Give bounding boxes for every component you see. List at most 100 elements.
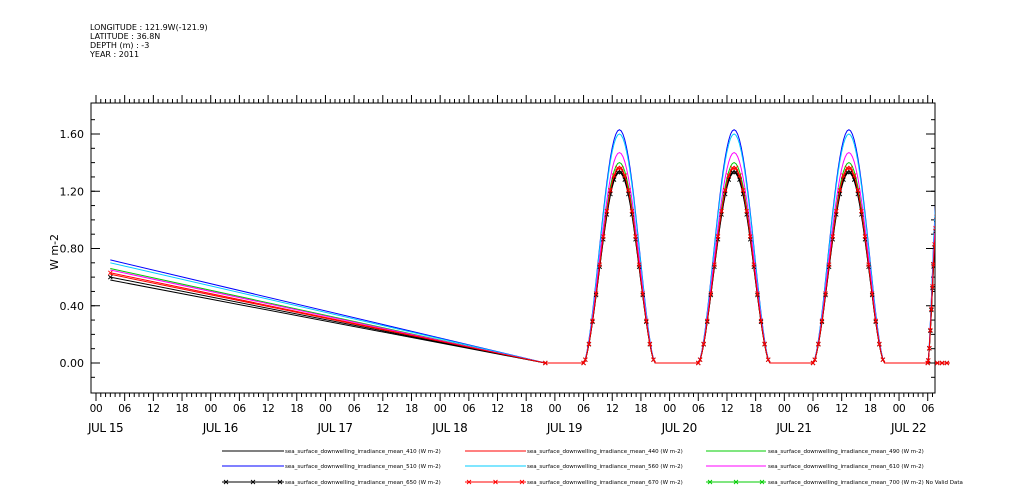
series-marker [108, 274, 113, 280]
series-marker [939, 226, 943, 230]
x-tick-label: 06 [921, 403, 934, 415]
series-marker [926, 345, 932, 351]
series-marker [930, 284, 935, 289]
series-marker [943, 308, 947, 312]
series-marker [701, 341, 706, 347]
x-tick-label: 18 [405, 403, 418, 415]
series-marker [932, 242, 935, 247]
series-marker [737, 173, 742, 178]
x-tick-label: 06 [233, 403, 246, 415]
latitude-label: LATITUDE : 36.8N [90, 32, 160, 41]
series-marker [581, 360, 586, 366]
series-marker [934, 360, 940, 366]
legend-label: sea_surface_downwelling_irradiance_mean_… [768, 449, 924, 455]
x-tick-label: 06 [348, 403, 361, 415]
series-marker [819, 318, 825, 324]
series-marker [640, 291, 646, 296]
x-day-label: JUL 15 [87, 421, 123, 435]
series-line [110, 133, 935, 364]
x-tick-label: 12 [262, 403, 275, 415]
x-tick-label: 00 [434, 403, 447, 415]
series-marker [880, 357, 886, 362]
series-marker [740, 187, 746, 193]
series-marker [730, 165, 735, 171]
series-marker [715, 234, 721, 239]
y-tick-label: 1.60 [60, 128, 85, 141]
legend-marker [250, 479, 256, 485]
x-day-label: JUL 16 [202, 421, 238, 435]
y-tick-label: 0.40 [60, 300, 85, 313]
series-marker [859, 208, 864, 214]
series-marker [810, 360, 816, 366]
series-marker [816, 341, 821, 347]
legend-marker [493, 479, 498, 485]
legend-label: sea_surface_downwelling_irradiance_mean_… [285, 449, 441, 455]
series-marker [604, 208, 610, 214]
series-marker [939, 229, 943, 233]
series-marker [708, 291, 714, 296]
series-marker [936, 212, 940, 216]
x-tick-label: 00 [893, 403, 906, 415]
series-marker [726, 173, 732, 178]
x-day-label: JUL 19 [546, 421, 582, 435]
series-marker [925, 358, 931, 363]
series-marker [611, 173, 617, 178]
series-marker [823, 291, 828, 296]
series-marker [747, 234, 753, 239]
series-marker [597, 262, 603, 268]
chart-legend: sea_surface_downwelling_irradiance_mean_… [222, 449, 963, 486]
series-marker [942, 286, 946, 290]
series-marker [877, 341, 882, 347]
series-marker [636, 262, 642, 268]
x-tick-label: 12 [721, 403, 734, 415]
series-marker [844, 165, 850, 171]
x-tick-label: 06 [462, 403, 475, 415]
x-tick-label: 00 [548, 403, 561, 415]
series-marker [695, 360, 701, 366]
series-marker [937, 212, 941, 216]
series-marker [629, 208, 635, 214]
x-tick-label: 12 [147, 403, 160, 415]
series-marker [626, 187, 631, 193]
series-marker [945, 346, 949, 350]
x-day-label: JUL 22 [890, 421, 926, 435]
series-marker [593, 291, 599, 296]
series-line [110, 152, 935, 364]
x-day-label: JUL 18 [431, 421, 467, 435]
series-marker [940, 242, 944, 246]
series-marker [936, 209, 940, 213]
x-day-label: JUL 20 [661, 421, 697, 435]
series-marker [941, 264, 945, 268]
x-tick-label: 06 [118, 403, 131, 415]
series-marker [651, 357, 656, 362]
legend-marker [733, 479, 739, 485]
series-marker [751, 262, 757, 268]
series-marker [647, 341, 653, 347]
series-marker [833, 208, 839, 214]
series-marker [942, 284, 946, 288]
longitude-label: LONGITUDE : 121.9W(-121.9) [90, 23, 208, 32]
series-marker [600, 234, 606, 239]
plot-frame [90, 102, 936, 394]
series-marker [755, 291, 760, 296]
series-marker [931, 262, 935, 267]
legend-label: sea_surface_downwelling_irradiance_mean_… [768, 464, 924, 470]
series-marker [869, 291, 875, 296]
series-marker [758, 318, 764, 324]
series-marker [704, 318, 710, 324]
series-marker [862, 234, 868, 239]
series-marker [765, 357, 771, 362]
series-marker [812, 357, 818, 362]
series-tail [934, 360, 950, 366]
legend-marker [707, 479, 713, 485]
x-tick-label: 00 [204, 403, 217, 415]
x-axis: 00 06 12 18 00 06 12 18 00 06 12 18 00 06 12 18 00 06 12 18… [87, 403, 935, 435]
series-marker [937, 209, 941, 213]
series-marker [830, 234, 836, 239]
series-marker [873, 318, 879, 324]
series-marker [712, 262, 717, 268]
legend-marker [759, 479, 765, 485]
series-marker [744, 212, 749, 217]
series-line [110, 172, 935, 364]
